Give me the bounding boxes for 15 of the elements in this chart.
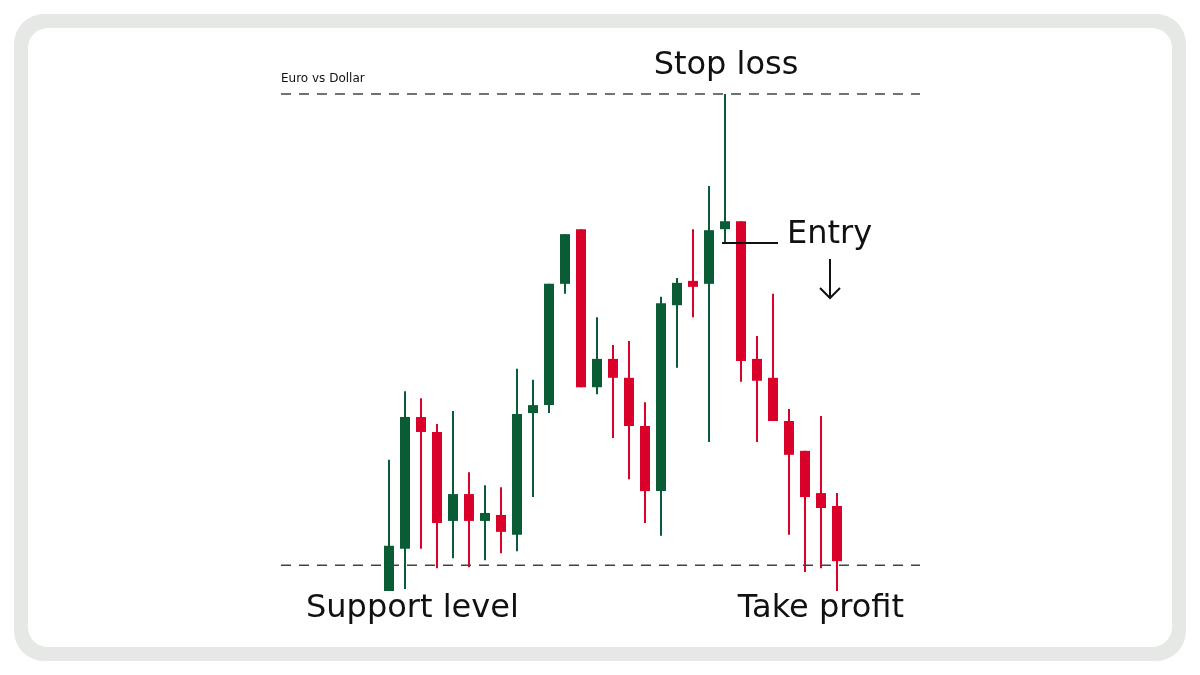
annotation: Entry xyxy=(787,213,873,252)
candlestick xyxy=(688,228,698,319)
annotation: Take profit xyxy=(736,587,904,626)
candlestick xyxy=(816,415,826,570)
candlestick xyxy=(608,343,618,439)
ref-line-label: Support level xyxy=(306,587,519,626)
candlestick xyxy=(720,93,730,245)
chart-title: Euro vs Dollar xyxy=(281,71,365,85)
candlestick xyxy=(496,486,506,555)
candlestick xyxy=(672,276,682,369)
candlestick xyxy=(752,335,762,443)
ref-line-label: Stop loss xyxy=(653,44,799,83)
candlestick xyxy=(480,484,490,562)
candlestick xyxy=(528,378,538,499)
candlestick xyxy=(416,397,426,550)
